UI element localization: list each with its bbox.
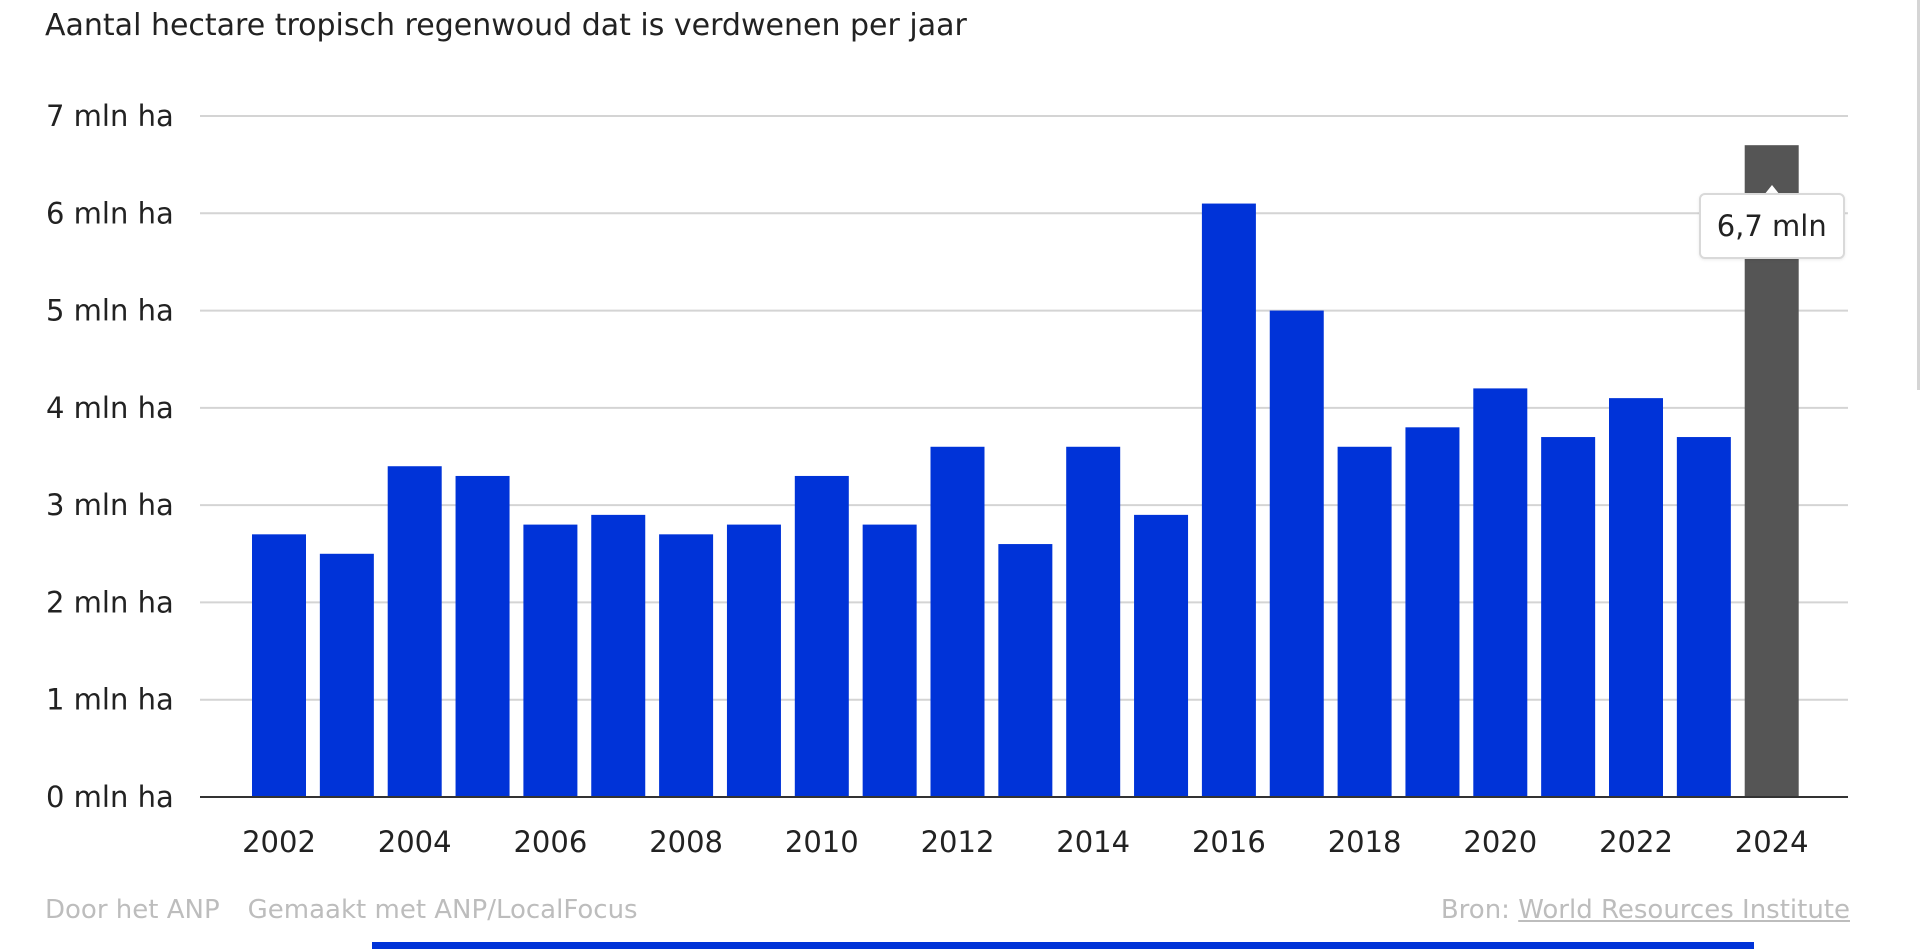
y-tick-label: 4 mln ha	[46, 391, 174, 425]
x-tick-label: 2016	[1192, 825, 1266, 859]
bars	[252, 145, 1799, 798]
y-tick-label: 3 mln ha	[46, 488, 174, 522]
footer-source: Bron: World Resources Institute	[1441, 895, 1850, 925]
bar-2010[interactable]	[794, 475, 849, 797]
x-tick-label: 2024	[1735, 825, 1809, 859]
bar-2004[interactable]	[387, 466, 442, 797]
bar-2019[interactable]	[1405, 427, 1460, 797]
x-tick-label: 2004	[378, 825, 452, 859]
bar-2020[interactable]	[1473, 388, 1528, 797]
bar-2018[interactable]	[1337, 446, 1392, 797]
footer-author: Door het ANP	[45, 895, 220, 925]
y-tick-label: 5 mln ha	[46, 294, 174, 328]
x-tick-label: 2022	[1599, 825, 1673, 859]
x-tick-label: 2012	[921, 825, 995, 859]
bar-2016[interactable]	[1201, 203, 1256, 798]
bar-2009[interactable]	[726, 524, 781, 797]
bar-2006[interactable]	[523, 524, 578, 797]
bar-2003[interactable]	[319, 553, 374, 797]
bar-2005[interactable]	[455, 475, 510, 797]
y-tick-label: 1 mln ha	[46, 683, 174, 717]
bar-2017[interactable]	[1269, 310, 1324, 797]
bar-2008[interactable]	[659, 534, 714, 797]
bottom-accent-bar	[372, 942, 1754, 949]
tooltip-2024: 6,7 mln	[1698, 193, 1845, 260]
y-axis-labels: 0 mln ha 1 mln ha 2 mln ha 3 mln ha 4 mln ha…	[46, 99, 174, 814]
x-tick-label: 2020	[1463, 825, 1537, 859]
chart-title: Aantal hectare tropisch regenwoud dat is…	[45, 8, 967, 43]
y-tick-label: 0 mln ha	[46, 780, 174, 814]
y-tick-label: 7 mln ha	[46, 99, 174, 133]
bar-2013[interactable]	[998, 544, 1053, 797]
bar-2012[interactable]	[930, 446, 985, 797]
x-tick-label: 2006	[513, 825, 587, 859]
bar-2022[interactable]	[1609, 398, 1663, 797]
footer-made-with: Gemaakt met ANP/LocalFocus	[247, 895, 638, 925]
x-tick-label: 2018	[1328, 825, 1402, 859]
bar-2023[interactable]	[1676, 437, 1731, 797]
footer-credits: Door het ANP Gemaakt met ANP/LocalFocus	[45, 895, 638, 925]
x-tick-label: 2002	[242, 825, 316, 859]
bar-chart: 0 mln ha 1 mln ha 2 mln ha 3 mln ha 4 mln ha…	[46, 99, 1848, 859]
y-tick-label: 2 mln ha	[46, 585, 174, 619]
bar-2014[interactable]	[1066, 446, 1121, 797]
y-tick-label: 6 mln ha	[46, 196, 174, 230]
bar-2015[interactable]	[1134, 514, 1189, 797]
x-tick-label: 2008	[649, 825, 723, 859]
tooltip-arrow	[1763, 185, 1780, 196]
bar-2007[interactable]	[591, 514, 646, 797]
source-prefix: Bron:	[1440, 895, 1510, 925]
bar-2002[interactable]	[252, 534, 306, 797]
x-tick-label: 2010	[785, 825, 859, 859]
x-tick-label: 2014	[1056, 825, 1130, 859]
bar-2021[interactable]	[1541, 437, 1596, 797]
scrollbar-edge[interactable]	[1917, 0, 1920, 390]
bar-2011[interactable]	[862, 524, 917, 797]
source-link[interactable]: World Resources Institute	[1518, 895, 1850, 925]
x-axis-labels: 2002 2004 2006 2008 2010 2012 2014 2016 2018 2020…	[242, 825, 1809, 859]
